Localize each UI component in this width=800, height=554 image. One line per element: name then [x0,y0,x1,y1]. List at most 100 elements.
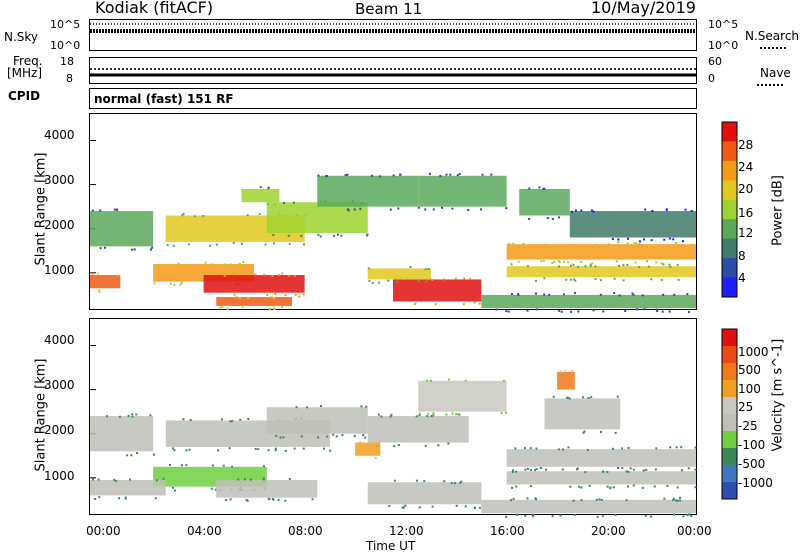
power-speckle [638,266,640,268]
power-speckle [612,238,614,240]
power-speckle [428,268,430,270]
power-speckle [467,209,469,211]
velocity-speckle [562,468,564,470]
velocity-speckle [149,414,151,416]
power-speckle [269,308,271,310]
power-speckle [97,272,99,274]
velocity-speckle [577,467,579,469]
velocity-speckle [427,413,429,415]
velocity-speckle [633,469,635,471]
velocity-speckle [169,464,171,466]
velocity-speckle [416,480,418,482]
velocity-speckle [425,445,427,447]
velocity-speckle [626,470,628,472]
power-speckle [346,174,348,176]
velocity-speckle [564,369,566,371]
velocity-speckle [172,487,174,489]
power-speckle [194,215,196,217]
velocity-speckle [118,497,120,499]
velocity-cbar-tick-neg500: -500 [738,458,765,470]
power-speckle [682,240,684,242]
velocity-colorbar [722,329,737,499]
power-speckle [273,297,275,299]
velocity-speckle [617,467,619,469]
power-speckle [263,274,265,276]
power-speckle [443,278,445,280]
power-speckle [673,294,675,296]
velocity-region [418,381,506,412]
velocity-speckle [530,469,532,471]
power-region [317,176,418,207]
power-speckle [221,306,223,308]
power-speckle [538,186,540,188]
velocity-speckle [131,413,133,415]
power-speckle [303,243,305,245]
velocity-speckle [244,478,246,480]
nave-tick-bottom: 0 [708,73,715,84]
power-speckle [643,308,645,310]
velocity-speckle [590,396,592,398]
velocity-speckle [365,406,367,408]
velocity-cbar-tick-1000: 1000 [738,346,769,358]
velocity-speckle [589,485,591,487]
velocity-region [507,471,696,484]
velocity-speckle [505,516,507,518]
power-speckle [469,278,471,280]
velocity-speckle [430,380,432,382]
power-speckle [636,308,638,310]
velocity-speckle [393,445,395,447]
velocity-speckle [465,380,467,382]
power-speckle [98,289,100,291]
velocity-speckle [375,457,377,459]
power-speckle [656,310,658,312]
power-speckle [298,296,300,298]
power-speckle [622,264,624,266]
power-speckle [173,245,175,247]
power-speckle [117,274,119,276]
velocity-speckle [578,486,580,488]
velocity-speckle [153,454,155,456]
velocity-speckle [221,418,223,420]
velocity-speckle [129,479,131,481]
velocity-speckle [329,450,331,452]
velocity-speckle [360,405,362,407]
velocity-speckle [185,464,187,466]
power-speckle [662,263,664,265]
power-speckle [543,260,545,262]
power-speckle [271,275,273,277]
power-speckle [188,243,190,245]
power-speckle [511,263,513,265]
velocity-speckle [621,467,623,469]
velocity-speckle [136,452,138,454]
cpid-label: CPID [8,90,40,102]
nave-legend-dots [757,84,783,86]
power-speckle [668,264,670,266]
velocity-speckle [516,514,518,516]
power-cbar-tick-16: 16 [738,207,753,219]
velocity-speckle [615,514,617,516]
power-region [90,211,153,246]
power-speckle [104,247,106,249]
velocity-cbar-tick-neg1000: -1000 [738,477,773,489]
velocity-speckle [212,464,214,466]
velocity-speckle [285,450,287,452]
velocity-speckle [437,444,439,446]
velocity-speckle [132,416,134,418]
power-speckle [595,244,597,246]
velocity-cbar-swatch [722,448,737,466]
power-speckle [99,210,101,212]
velocity-speckle [597,516,599,518]
power-cbar-swatch [722,161,737,181]
velocity-speckle [163,478,165,480]
velocity-speckle [272,499,274,501]
power-speckle [325,175,327,177]
power-ylabel: Slant Range [km] [35,156,48,266]
velocity-speckle [479,507,481,509]
power-speckle [187,264,189,266]
velocity-speckle [263,465,265,467]
power-speckle [627,242,629,244]
velocity-speckle [459,482,461,484]
velocity-speckle [173,449,175,451]
velocity-speckle [454,482,456,484]
power-speckle [179,284,181,286]
